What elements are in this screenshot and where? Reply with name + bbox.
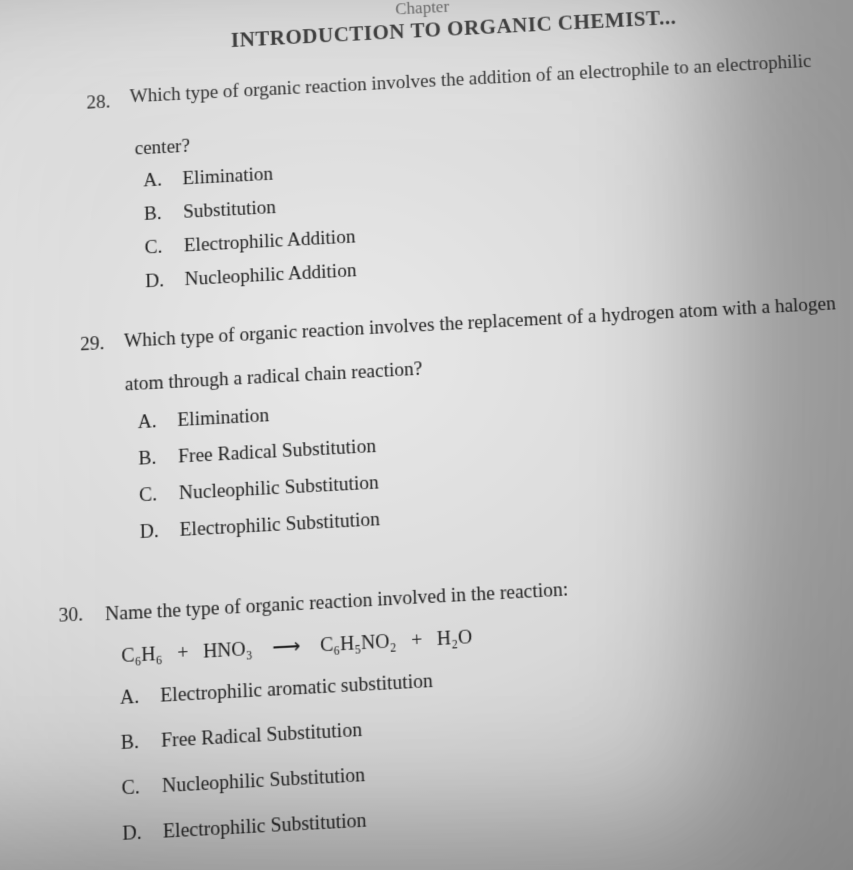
q28-line2: center?	[134, 132, 190, 164]
q28-opt-a: A. Elimination	[143, 163, 273, 192]
q29-opt-b-letter: B.	[138, 446, 173, 471]
q29-opt-a-letter: A.	[138, 410, 173, 435]
q29-opt-d-text: Electrophilic Substitution	[179, 508, 380, 541]
q30-opt-d-text: Electrophilic Substitution	[163, 809, 367, 843]
q28-opt-b-text: Substitution	[183, 197, 276, 223]
q29-opt-b: B. Free Radical Substitution	[138, 435, 376, 471]
q28-opt-a-letter: A.	[143, 168, 178, 192]
q28-opt-c: C. Electrophilic Addition	[144, 226, 355, 260]
q30-line1: Name the type of organic reaction involv…	[105, 575, 569, 630]
q29-opt-d: D. Electrophilic Substitution	[140, 508, 381, 544]
arrow-icon: ⟶	[272, 635, 301, 659]
q30-opt-a-letter: A.	[120, 685, 156, 710]
q28-opt-d-letter: D.	[145, 269, 180, 293]
q29-opt-c-text: Nucleophilic Substitution	[179, 472, 379, 505]
q30-opt-a: A. Electrophilic aromatic substitution	[120, 670, 433, 710]
q28-number: 28.	[86, 91, 110, 114]
q28-opt-c-text: Electrophilic Addition	[184, 226, 356, 256]
eq-lhs2: HNO₃	[203, 638, 253, 663]
q30-opt-a-text: Electrophilic aromatic substitution	[160, 670, 433, 707]
q30-opt-b-letter: B.	[121, 730, 157, 756]
eq-rhs1: C₆H₅NO₂	[320, 630, 397, 656]
eq-plus2: +	[411, 629, 423, 652]
eq-lhs1: C₆H₆	[121, 643, 163, 668]
q28-line1: Which type of organic reaction involves …	[129, 46, 852, 112]
q29-line2: atom through a radical chain reaction?	[125, 355, 423, 400]
q30-opt-d-letter: D.	[122, 821, 158, 847]
q29-opt-d-letter: D.	[140, 519, 175, 544]
q28-opt-d-text: Nucleophilic Addition	[184, 260, 356, 291]
q29-opt-c: C. Nucleophilic Substitution	[139, 472, 379, 508]
q29-line1: Which type of organic reaction involves …	[124, 288, 853, 357]
q30-number: 30.	[58, 603, 83, 628]
q30-opt-b: B. Free Radical Substitution	[121, 719, 363, 756]
eq-rhs2: H₂O	[437, 626, 473, 650]
q28-opt-c-letter: C.	[144, 235, 179, 259]
q28-opt-d: D. Nucleophilic Addition	[145, 260, 357, 294]
q28-opt-b-letter: B.	[144, 202, 179, 226]
page-title: INTRODUCTION TO ORGANIC CHEMIST...	[231, 5, 677, 53]
q29-opt-a-text: Elimination	[177, 405, 269, 432]
q30-opt-c-text: Nucleophilic Substitution	[162, 764, 366, 798]
q30-opt-c: C. Nucleophilic Substitution	[121, 764, 365, 801]
q30-equation: C₆H₆ + HNO₃ ⟶ C₆H₅NO₂ + H₂O	[121, 623, 473, 672]
q29-opt-c-letter: C.	[139, 483, 174, 508]
eq-plus1: +	[177, 641, 189, 664]
page-surface: Chapter INTRODUCTION TO ORGANIC CHEMIST.…	[0, 0, 853, 870]
q28-opt-b: B. Substitution	[144, 197, 277, 226]
q30-opt-d: D. Electrophilic Substitution	[122, 809, 367, 846]
q28-opt-a-text: Elimination	[182, 163, 273, 189]
q30-opt-b-text: Free Radical Substitution	[161, 719, 362, 752]
q29-opt-a: A. Elimination	[138, 405, 270, 435]
q29-number: 29.	[80, 333, 105, 357]
q29-opt-b-text: Free Radical Substitution	[178, 435, 376, 467]
q30-opt-c-letter: C.	[121, 775, 157, 801]
